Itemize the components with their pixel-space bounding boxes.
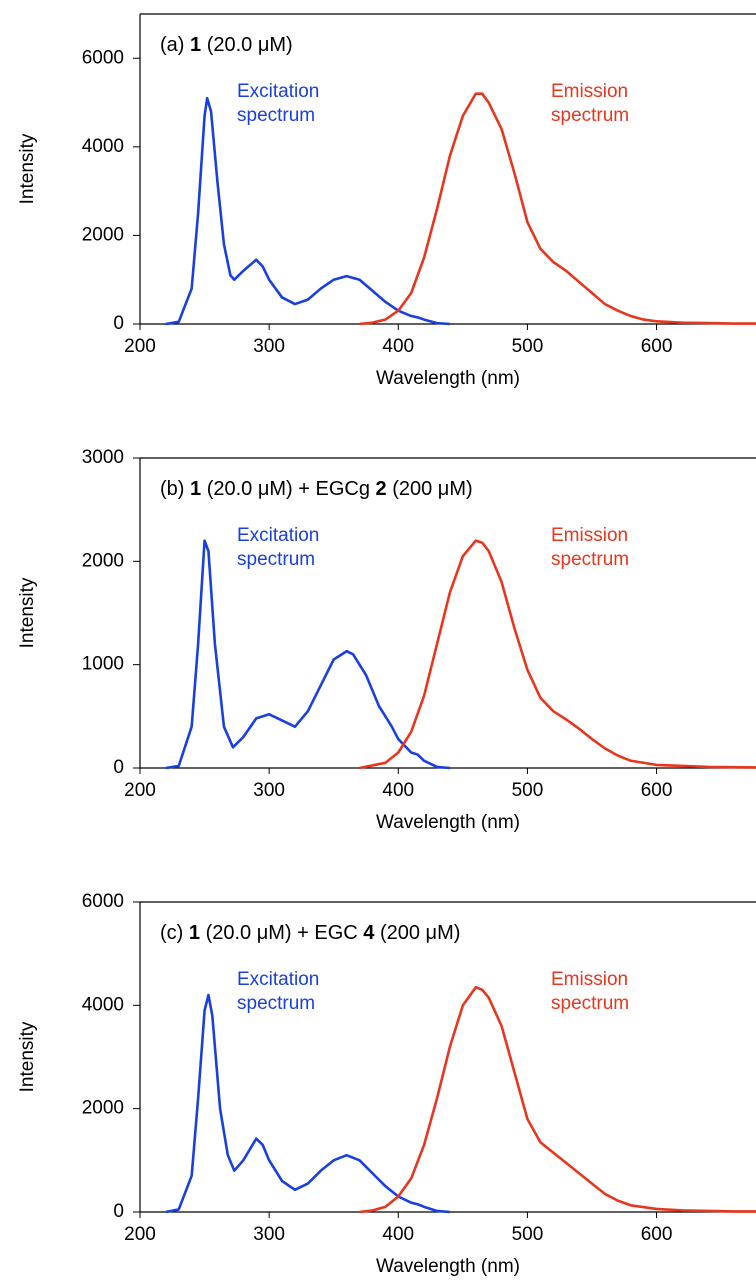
x-tick-label: 300 [253,1224,285,1245]
x-axis-label: Wavelength (nm) [376,1256,520,1277]
x-axis-label: Wavelength (nm) [376,368,520,389]
panel-title: (c) 1 (20.0 μM) + EGC 4 (200 μM) [160,922,460,945]
title-part: (20.0 μM) + EGC [205,922,358,944]
y-tick-label: 6000 [82,891,124,912]
y-tick-label: 2000 [82,550,124,571]
x-tick-label: 600 [641,336,673,357]
title-part: (200 μM) [392,478,473,500]
title-part: 1 [190,34,202,56]
y-tick-label: 2000 [82,224,124,245]
y-tick-label: 0 [113,313,124,334]
title-part: (20.0 μM) + EGCg [206,478,370,500]
title-part: (b) [160,478,185,500]
y-axis-label: Intensity [17,577,38,648]
line-series [165,539,451,770]
title-part: (a) [160,34,185,56]
line-series [165,96,451,326]
line-series [165,993,451,1214]
line-series [359,92,756,326]
x-tick-label: 500 [512,336,544,357]
x-tick-label: 300 [253,780,285,801]
panel-title: (b) 1 (20.0 μM) + EGCg 2 (200 μM) [160,478,473,501]
y-axis-label: Intensity [17,1021,38,1092]
panel-title: (a) 1 (20.0 μM) [160,34,293,57]
series-label: Excitation spectrum [237,81,320,126]
x-tick-label: 300 [253,336,285,357]
line-series [359,539,756,770]
y-axis-label: Intensity [17,133,38,204]
x-tick-label: 200 [124,780,156,801]
title-part: 2 [375,478,387,500]
title-part: 4 [363,922,375,944]
x-tick-label: 400 [382,1224,414,1245]
series-label: Excitation spectrum [237,525,320,570]
x-tick-label: 500 [512,780,544,801]
title-part: (c) [160,922,184,944]
x-tick-label: 400 [382,336,414,357]
title-part: 1 [190,478,202,500]
x-tick-label: 600 [641,1224,673,1245]
series-label: Emission spectrum [551,525,630,570]
line-series [359,985,756,1214]
y-tick-label: 0 [113,1201,124,1222]
x-tick-label: 500 [512,1224,544,1245]
y-tick-label: 3000 [82,447,124,468]
x-tick-label: 600 [641,780,673,801]
x-tick-label: 200 [124,1224,156,1245]
title-part: (20.0 μM) [206,34,293,56]
y-tick-label: 6000 [82,47,124,68]
x-axis-label: Wavelength (nm) [376,812,520,833]
y-tick-label: 4000 [82,136,124,157]
y-tick-label: 1000 [82,654,124,675]
y-tick-label: 0 [113,757,124,778]
x-tick-label: 200 [124,336,156,357]
series-label: Emission spectrum [551,81,630,126]
title-part: (200 μM) [379,922,461,944]
title-part: 1 [188,922,201,944]
y-tick-label: 4000 [82,994,124,1015]
y-tick-label: 2000 [82,1098,124,1119]
x-tick-label: 400 [382,780,414,801]
series-label: Excitation spectrum [237,969,320,1014]
series-label: Emission spectrum [551,969,630,1014]
